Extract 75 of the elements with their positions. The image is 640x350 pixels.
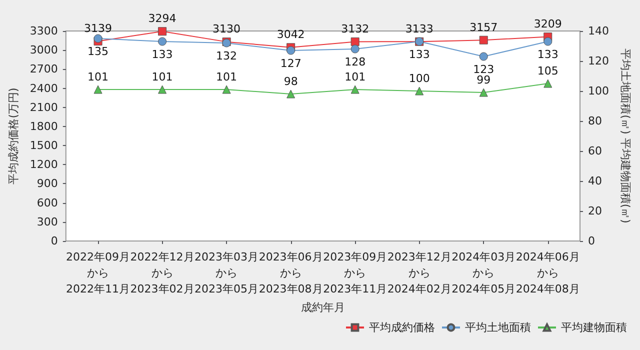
y-tick-label: 1500 (30, 139, 58, 152)
y-tick-label: 1800 (30, 120, 58, 133)
data-label: 132 (216, 49, 238, 62)
y-tick-label: 2100 (30, 100, 58, 114)
y-tick-label: 900 (36, 177, 58, 190)
data-label: 133 (408, 48, 430, 61)
point (94, 34, 102, 43)
data-label: 3209 (534, 18, 562, 31)
y-tick-label: 1200 (30, 158, 58, 172)
point (94, 85, 102, 94)
y2-tick-label: 20 (588, 204, 602, 218)
y2-tick-label: 140 (588, 24, 609, 38)
y-tick-label: 3000 (30, 44, 58, 57)
point (286, 46, 296, 55)
data-label: 133 (537, 48, 558, 61)
data-label: 127 (280, 56, 302, 70)
point (158, 37, 167, 46)
y2-tick-label: 40 (588, 174, 602, 188)
legend-label: 平均土地面積 (465, 321, 531, 334)
point (544, 37, 552, 46)
y2-axis-title: 平均土地面積(㎡) 平均建物面積(㎡) (618, 48, 632, 224)
point (479, 88, 488, 97)
y2-tick-label: 60 (588, 144, 602, 158)
data-label: 3157 (470, 20, 498, 34)
x-tick-label: 2023年03月から2023年05月 (194, 250, 259, 296)
data-label: 98 (284, 74, 298, 88)
data-label: 3042 (276, 28, 305, 42)
y-axis-title: 平均成約価格(万円) (7, 88, 20, 184)
point (544, 79, 552, 88)
data-label: 100 (408, 72, 430, 85)
point (286, 90, 296, 98)
legend-label: 平均成約価格 (369, 321, 435, 334)
point (350, 44, 360, 54)
y2-tick-label: 100 (588, 84, 609, 98)
legend-label: 平均建物面積 (561, 321, 627, 334)
x-axis-title: 成約年月 (300, 300, 345, 314)
x-tick-label: 2022年09月から2022年11月 (66, 250, 130, 296)
y-tick-label: 2400 (30, 82, 58, 95)
data-label: 101 (88, 70, 109, 84)
x-tick-label: 2023年06月から2023年08月 (258, 250, 323, 296)
data-label: 101 (152, 70, 173, 84)
point (350, 37, 360, 46)
data-label: 128 (344, 55, 366, 68)
y-tick-label: 300 (36, 215, 58, 228)
point (158, 27, 167, 36)
point (479, 36, 488, 44)
point (222, 85, 231, 94)
x-tick-label: 2023年12月から2024年02月 (387, 250, 452, 296)
x-tick-label: 2024年06月から2024年08月 (516, 250, 580, 296)
y2-tick-label: 80 (588, 114, 602, 128)
y-tick-label: 0 (50, 234, 58, 248)
data-label: 135 (88, 44, 109, 58)
point (479, 52, 488, 61)
point (350, 85, 360, 94)
data-label: 3133 (405, 22, 434, 36)
point (415, 86, 424, 96)
y2-tick-label: 120 (588, 54, 609, 68)
data-label: 3132 (341, 22, 370, 36)
y-tick-label: 2700 (30, 62, 58, 76)
y-tick-label: 600 (36, 196, 58, 210)
data-label: 99 (476, 73, 491, 86)
x-tick-label: 2023年09月から2023年11月 (323, 250, 388, 296)
data-label: 3139 (84, 22, 112, 35)
point (158, 85, 167, 94)
data-label: 101 (216, 70, 238, 84)
y-tick-label: 3300 (30, 24, 58, 38)
data-label: 3294 (148, 12, 176, 26)
x-tick-label: 2024年03月から2024年05月 (452, 250, 516, 296)
y2-tick-label: 0 (588, 234, 595, 248)
data-label: 101 (344, 70, 366, 84)
data-label: 133 (152, 48, 173, 61)
x-tick-label: 2022年12月から2023年02月 (130, 250, 194, 296)
data-label: 3130 (212, 22, 241, 36)
data-label: 105 (537, 64, 558, 78)
data-label: 123 (473, 62, 494, 76)
